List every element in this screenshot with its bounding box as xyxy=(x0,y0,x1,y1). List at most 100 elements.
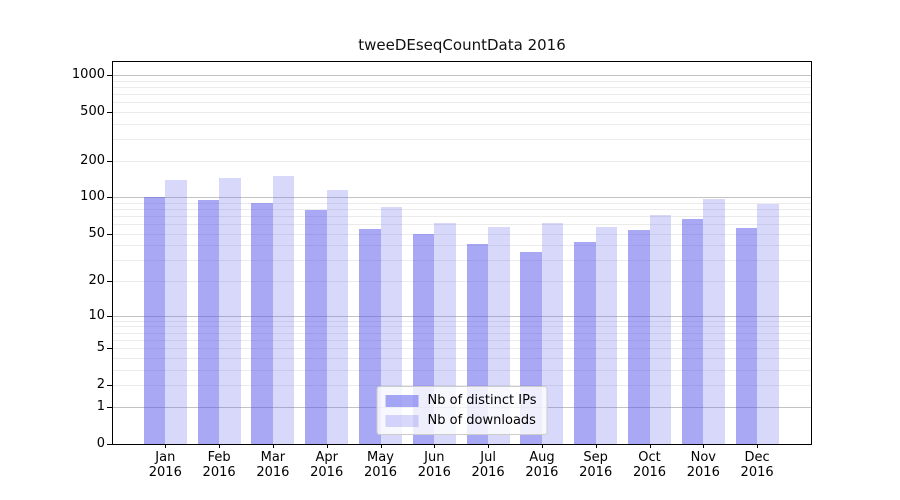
y-tick-label-100: 100 xyxy=(80,189,105,205)
gridline-major xyxy=(113,75,811,76)
gridline-minor xyxy=(113,224,811,226)
gridline-minor xyxy=(113,86,811,88)
y-tick-mark xyxy=(107,197,112,199)
bar-mar-downloads xyxy=(272,175,295,444)
x-tick-mark xyxy=(219,444,221,448)
y-tick-label-500: 500 xyxy=(80,103,105,119)
gridline-minor xyxy=(113,233,811,235)
gridline-minor xyxy=(113,320,811,322)
gridline-minor xyxy=(113,332,811,334)
x-tick-mark xyxy=(595,444,597,448)
x-tick-mark xyxy=(703,444,705,448)
gridline-minor xyxy=(113,369,811,371)
bar-jan-downloads xyxy=(165,179,187,444)
y-tick-mark xyxy=(107,315,112,317)
bar-jan-ips xyxy=(143,197,166,444)
y-tick-mark xyxy=(107,160,112,162)
x-tick-label-apr: Apr 2016 xyxy=(310,450,344,480)
y-tick-mark xyxy=(107,281,112,283)
x-tick-label-oct: Oct 2016 xyxy=(632,450,667,480)
x-tick-mark xyxy=(272,444,274,448)
gridline-minor xyxy=(113,384,811,386)
y-tick-label-20: 20 xyxy=(88,273,105,289)
gridline-minor xyxy=(113,347,811,349)
x-tick-label-jun: Jun 2016 xyxy=(417,450,451,480)
x-tick-mark xyxy=(757,444,759,448)
gridline-major xyxy=(113,315,811,317)
y-tick-label-5: 5 xyxy=(96,339,105,355)
x-tick-label-sep: Sep 2016 xyxy=(579,450,613,480)
x-tick-label-aug: Aug 2016 xyxy=(525,450,559,480)
y-tick-mark xyxy=(107,406,112,408)
gridline-minor xyxy=(113,326,811,328)
y-tick-label-200: 200 xyxy=(80,152,105,168)
gridline-minor xyxy=(113,281,811,283)
gridline-minor xyxy=(113,160,811,162)
legend-swatch-downloads xyxy=(385,414,419,427)
gridline-minor xyxy=(113,139,811,141)
y-tick-mark xyxy=(107,75,112,76)
plot-area: Nb of distinct IPs Nb of downloads xyxy=(112,61,812,445)
gridline-minor xyxy=(113,216,811,218)
x-tick-label-nov: Nov 2016 xyxy=(686,450,720,480)
y-tick-label-1000: 1000 xyxy=(71,67,105,82)
bar-oct-downloads xyxy=(649,215,671,444)
x-tick-label-feb: Feb 2016 xyxy=(202,450,236,480)
legend-item-distinct-ips: Nb of distinct IPs xyxy=(385,393,537,408)
gridline-minor xyxy=(113,123,811,125)
legend-swatch-distinct-ips xyxy=(385,394,419,407)
bar-may-ips xyxy=(359,228,381,444)
gridlines-layer xyxy=(113,62,811,444)
y-tick-mark xyxy=(107,233,112,235)
gridline-minor xyxy=(113,245,811,247)
y-tick-label-1: 1 xyxy=(96,398,105,414)
x-tick-mark xyxy=(434,444,436,448)
gridline-minor xyxy=(113,80,811,82)
bar-apr-downloads xyxy=(326,189,349,444)
bar-may-downloads xyxy=(380,207,402,444)
gridline-minor xyxy=(113,339,811,341)
bar-nov-ips xyxy=(681,219,704,444)
legend-item-downloads: Nb of downloads xyxy=(385,413,537,428)
y-tick-label-50: 50 xyxy=(88,225,105,241)
y-tick-label-2: 2 xyxy=(96,376,105,392)
gridline-major xyxy=(113,197,811,199)
gridline-minor xyxy=(113,260,811,262)
x-tick-mark xyxy=(649,444,651,448)
x-tick-label-may: May 2016 xyxy=(363,450,398,480)
x-tick-mark xyxy=(380,444,382,448)
x-tick-mark xyxy=(541,444,543,448)
bar-apr-ips xyxy=(305,209,327,444)
bar-feb-downloads xyxy=(219,178,241,444)
bar-nov-downloads xyxy=(703,198,725,444)
y-tick-mark xyxy=(107,443,112,445)
bar-sep-ips xyxy=(574,241,596,444)
y-tick-mark xyxy=(107,347,112,349)
legend: Nb of distinct IPs Nb of downloads xyxy=(376,386,548,435)
gridline-minor xyxy=(113,102,811,104)
gridline-minor xyxy=(113,94,811,95)
bar-oct-ips xyxy=(628,229,650,444)
x-tick-mark xyxy=(326,444,328,448)
bar-feb-ips xyxy=(197,199,220,444)
gridline-minor xyxy=(113,202,811,204)
x-tick-mark xyxy=(488,444,490,448)
y-tick-mark xyxy=(107,111,112,113)
bar-mar-ips xyxy=(251,202,273,444)
bars-layer xyxy=(113,62,811,444)
legend-label-distinct-ips: Nb of distinct IPs xyxy=(427,393,537,408)
legend-label-downloads: Nb of downloads xyxy=(427,413,536,428)
bar-dec-downloads xyxy=(757,203,779,444)
gridline-minor xyxy=(113,357,811,359)
y-tick-label-10: 10 xyxy=(88,307,105,323)
y-tick-label-0: 0 xyxy=(96,435,105,451)
x-tick-label-mar: Mar 2016 xyxy=(256,450,290,480)
x-tick-label-jul: Jul 2016 xyxy=(471,450,505,480)
bar-sep-downloads xyxy=(595,226,618,444)
chart-title: tweeDEseqCountData 2016 xyxy=(358,36,566,54)
gridline-minor xyxy=(113,209,811,211)
gridline-minor xyxy=(113,111,811,113)
y-tick-mark xyxy=(107,384,112,386)
bar-dec-ips xyxy=(735,227,758,444)
